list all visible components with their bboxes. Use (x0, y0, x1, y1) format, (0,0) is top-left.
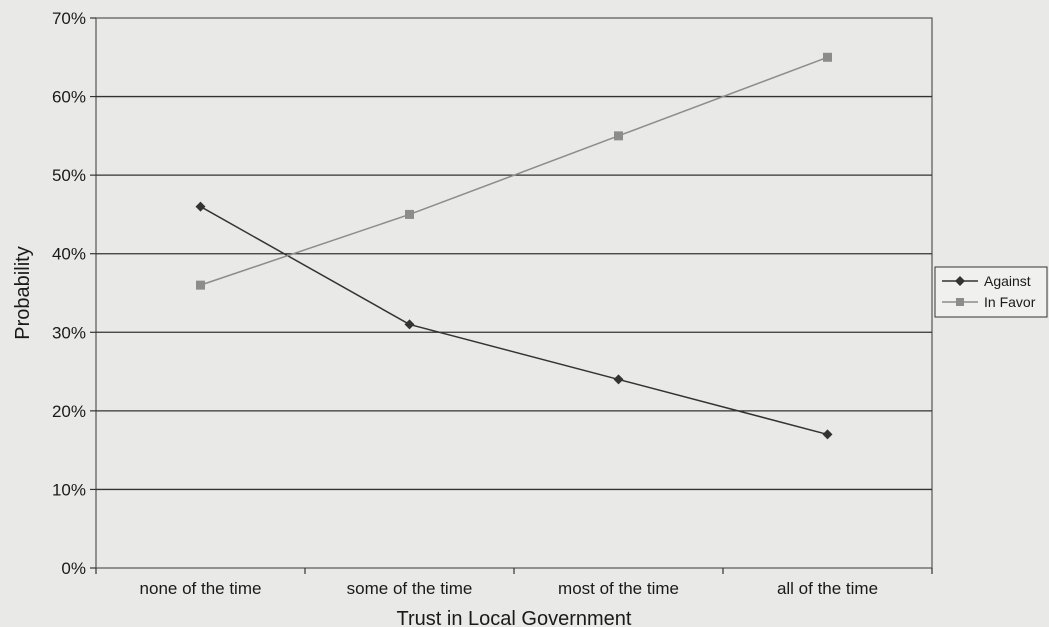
data-point-in-favor (405, 209, 414, 219)
data-point-against (195, 201, 206, 212)
series (195, 52, 833, 440)
data-point-against (613, 374, 624, 385)
y-tick-label: 10% (52, 480, 86, 499)
x-tick-label: none of the time (140, 579, 262, 598)
legend: Against In Favor (934, 266, 1048, 318)
y-tick-label: 20% (52, 402, 86, 421)
x-tick-label: most of the time (558, 579, 679, 598)
legend-box (934, 266, 1048, 318)
legend-infavor-label: In Favor (984, 294, 1036, 310)
y-tick-label: 40% (52, 245, 86, 264)
x-tick-labels: none of the time some of the time most of … (140, 579, 879, 598)
y-tick-label: 70% (52, 9, 86, 28)
legend-infavor-marker (956, 298, 964, 306)
legend-against-marker (955, 276, 965, 286)
data-point-against (404, 319, 415, 330)
y-axis-title: Probability (12, 246, 34, 339)
x-tick-label: some of the time (347, 579, 473, 598)
y-tick-labels: 0% 10% 20% 30% 40% 50% 60% 70% (52, 9, 86, 578)
x-tick-label: all of the time (777, 579, 878, 598)
series-line-against (200, 205, 828, 436)
plot-area (95, 17, 933, 569)
y-tick-label: 0% (61, 559, 86, 578)
data-point-against (822, 429, 833, 440)
series-line-in-favor (200, 56, 828, 286)
data-point-in-favor (614, 131, 623, 141)
legend-against-label: Against (984, 273, 1031, 289)
data-point-in-favor (196, 280, 205, 290)
data-point-in-favor (823, 52, 832, 62)
y-tick-label: 30% (52, 323, 86, 342)
y-tick-label: 60% (52, 88, 86, 107)
x-axis-title: Trust in Local Government (397, 608, 632, 627)
y-tick-label: 50% (52, 166, 86, 185)
gridlines (90, 17, 933, 574)
